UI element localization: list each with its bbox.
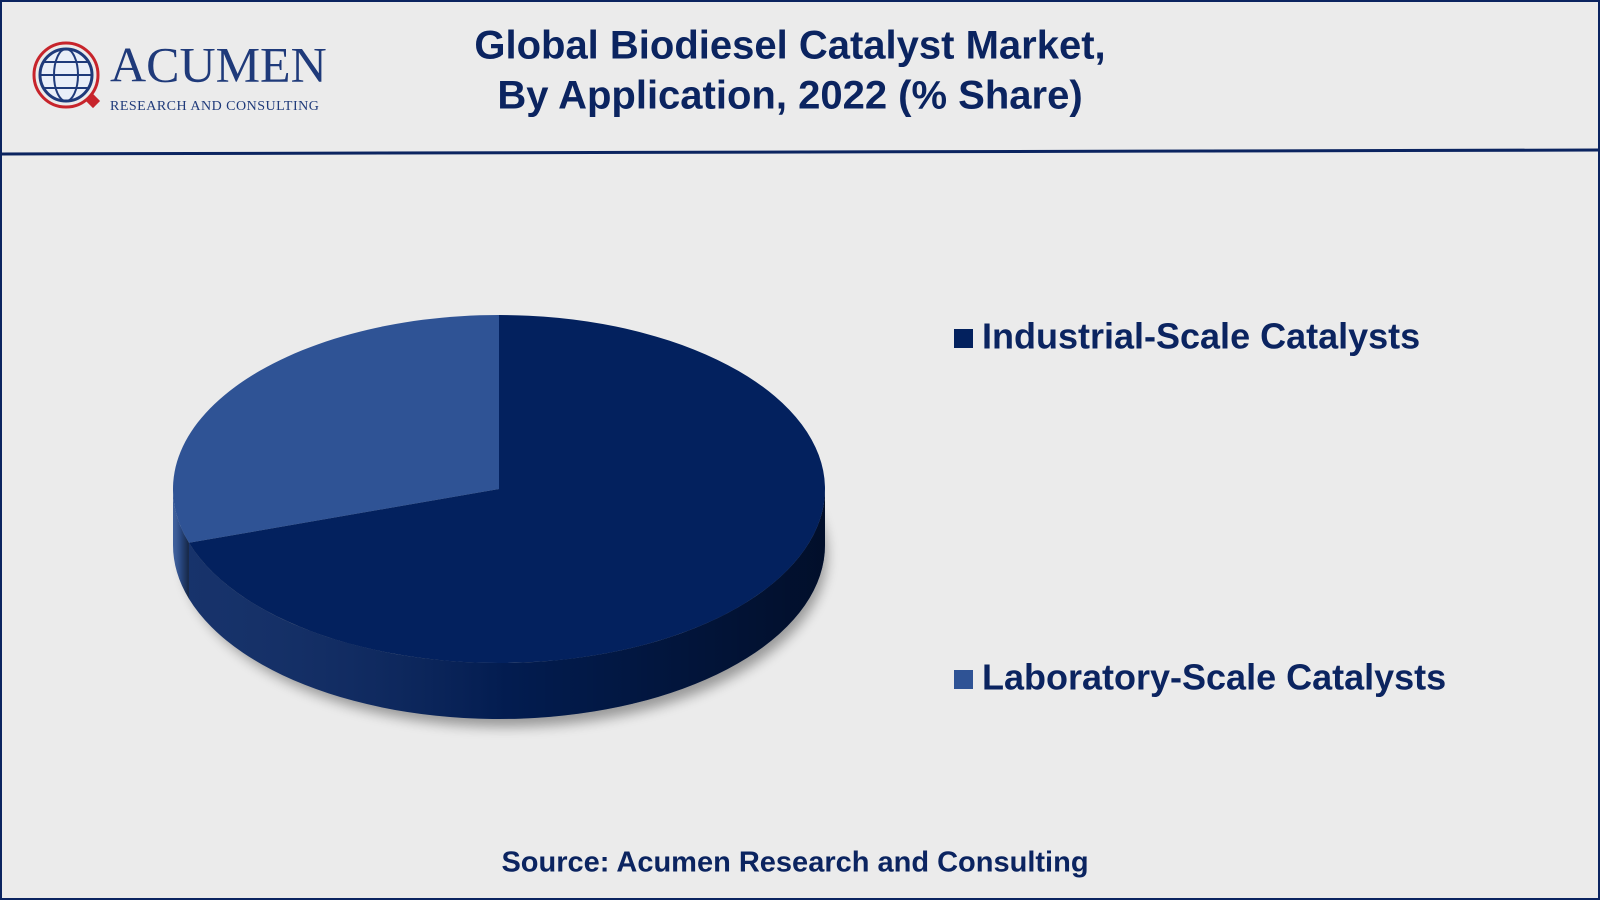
legend-label: Laboratory-Scale Catalysts bbox=[982, 657, 1446, 698]
chart-title: By Application, 2022 (% Share) bbox=[497, 74, 1082, 118]
legend-swatch bbox=[954, 670, 973, 689]
legend-label: Industrial-Scale Catalysts bbox=[982, 316, 1420, 357]
source-note: Source: Acumen Research and Consulting bbox=[501, 847, 1088, 879]
logo-tagline: RESEARCH AND CONSULTING bbox=[110, 99, 319, 114]
legend: Industrial-Scale Catalysts Laboratory-Sca… bbox=[954, 316, 1446, 698]
logo: ACUMEN RESEARCH AND CONSULTING bbox=[32, 36, 327, 114]
pie-slice bbox=[172, 315, 499, 543]
header-rule bbox=[0, 148, 1600, 156]
logo-ring bbox=[32, 41, 100, 109]
legend-swatch bbox=[954, 329, 973, 348]
slice-side-shade bbox=[173, 489, 189, 599]
slice-side-shade bbox=[188, 489, 826, 719]
chart-title: Global Biodiesel Catalyst Market, bbox=[474, 24, 1105, 68]
pie-slice bbox=[188, 315, 825, 663]
logo-name: ACUMEN bbox=[110, 36, 327, 92]
pie bbox=[172, 315, 826, 719]
